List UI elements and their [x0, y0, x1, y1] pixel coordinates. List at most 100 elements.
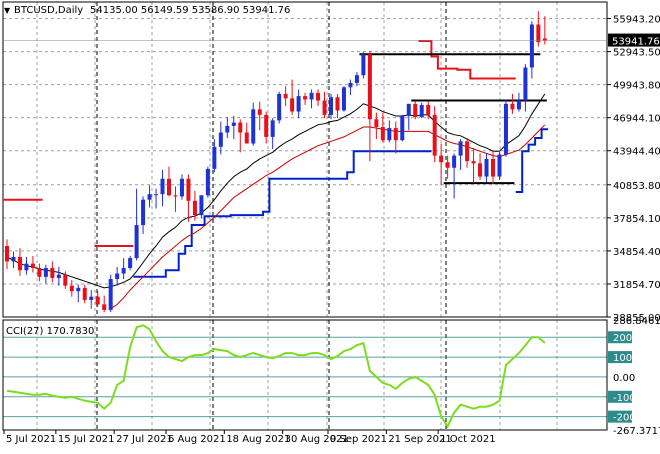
candle-body	[186, 178, 191, 201]
candle-body	[497, 154, 502, 177]
candle-body	[160, 178, 165, 195]
candle-body	[5, 245, 9, 262]
candle-body	[361, 54, 366, 76]
candle-body	[69, 285, 74, 292]
cci-tick-label: 200	[613, 333, 632, 344]
candle-body	[406, 103, 411, 116]
date-tick-label: 21 Sep 2021	[388, 434, 451, 445]
price-tick-label: 28855.00	[613, 313, 660, 324]
candle-body	[134, 225, 139, 259]
candle-body	[478, 163, 483, 177]
candle-body	[380, 126, 385, 141]
candle-body	[199, 195, 204, 216]
candle-body	[277, 93, 282, 121]
date-tick-label: 5 Jul 2021	[6, 434, 56, 445]
price-tick-label: 46944.10	[613, 114, 660, 125]
candle-body	[452, 155, 457, 168]
cci-tick-label: -100	[613, 393, 636, 404]
candle-body	[419, 104, 424, 118]
price-pane-frame	[2, 1, 608, 318]
date-tick-label: 6 Aug 2021	[168, 434, 226, 445]
donchian-low-line	[133, 128, 549, 278]
candle-body	[503, 103, 508, 155]
candle-body	[439, 155, 444, 163]
candle-body	[257, 109, 262, 115]
candle-body	[115, 273, 120, 280]
candle-body	[432, 114, 437, 156]
price-tick-label: 34854.40	[613, 247, 660, 258]
candle-body	[354, 75, 359, 83]
candle-body	[167, 178, 171, 196]
candle-body	[471, 161, 476, 164]
price-tick-label: 49943.80	[613, 81, 660, 92]
candle-body	[17, 257, 22, 271]
candle-body	[329, 97, 333, 115]
candle-body	[335, 97, 340, 111]
candle-body	[108, 279, 113, 310]
candle-body	[283, 93, 288, 99]
candle-body	[102, 304, 107, 310]
candle-body	[154, 194, 159, 196]
candle-body	[465, 141, 470, 162]
date-tick-label: 30 Aug 2021	[285, 434, 349, 445]
price-tick-label: 40853.80	[613, 181, 660, 192]
candle-body	[179, 178, 184, 197]
candle-body	[367, 54, 372, 120]
candles	[5, 11, 547, 313]
candle-body	[529, 24, 534, 68]
candle-body	[523, 67, 528, 101]
candle-body	[510, 103, 515, 110]
last-price-label: 53941.76	[612, 37, 660, 48]
cci-level-box	[608, 410, 632, 423]
date-tick-label: 1 Oct 2021	[440, 434, 495, 445]
candle-body	[387, 128, 392, 141]
indicator-overlays	[3, 40, 549, 310]
candle-body	[309, 92, 314, 100]
ema-fast-line	[6, 93, 546, 289]
price-tick-label: 55943.20	[613, 15, 660, 26]
candle-body	[458, 141, 463, 156]
candle-body	[341, 87, 346, 111]
candle-body	[270, 120, 275, 137]
cci-tick-label: 100	[613, 353, 632, 364]
candle-body	[264, 114, 269, 137]
candle-body	[303, 96, 308, 100]
dropdown-icon[interactable]: ▼	[4, 6, 11, 15]
candle-body	[11, 257, 16, 262]
date-tick-label: 27 Jul 2021	[116, 434, 173, 445]
ohlc-label: 54135.00 56149.59 53586.90 53941.76	[90, 5, 290, 16]
chart-frames	[2, 1, 608, 431]
candle-body	[322, 100, 327, 115]
resistance-line	[418, 40, 516, 80]
candle-body	[24, 263, 29, 271]
candle-body	[63, 274, 68, 286]
candle-body	[296, 96, 301, 112]
cci-tick-label: 0.00	[613, 373, 635, 384]
candle-body	[374, 119, 379, 127]
cci-subwindow	[3, 324, 607, 429]
cci-label: CCI(27) 170.7830	[6, 326, 94, 337]
candle-body	[290, 98, 295, 112]
candle-body	[147, 194, 152, 200]
candle-body	[37, 268, 42, 277]
candle-body	[491, 158, 495, 177]
candle-body	[244, 132, 249, 144]
candle-body	[82, 287, 87, 300]
cci-level-box	[608, 390, 632, 403]
candle-body	[348, 82, 353, 88]
price-tick-label: 37854.10	[613, 214, 660, 225]
cci-pane-frame	[2, 319, 608, 431]
date-tick-label: 15 Jul 2021	[58, 434, 115, 445]
date-tick-label: 9 Sep 2021	[330, 434, 387, 445]
candle-body	[89, 296, 94, 300]
price-tick-label: 43944.40	[613, 147, 660, 158]
last-price-box	[608, 33, 660, 47]
cci-tick-label: 286.8461	[613, 316, 660, 327]
candle-body	[121, 268, 126, 274]
candle-body	[95, 296, 100, 305]
candle-body	[50, 268, 55, 278]
candle-body	[231, 122, 236, 126]
cci-line	[6, 324, 546, 429]
cci-tick-label: -267.3717	[613, 426, 660, 437]
